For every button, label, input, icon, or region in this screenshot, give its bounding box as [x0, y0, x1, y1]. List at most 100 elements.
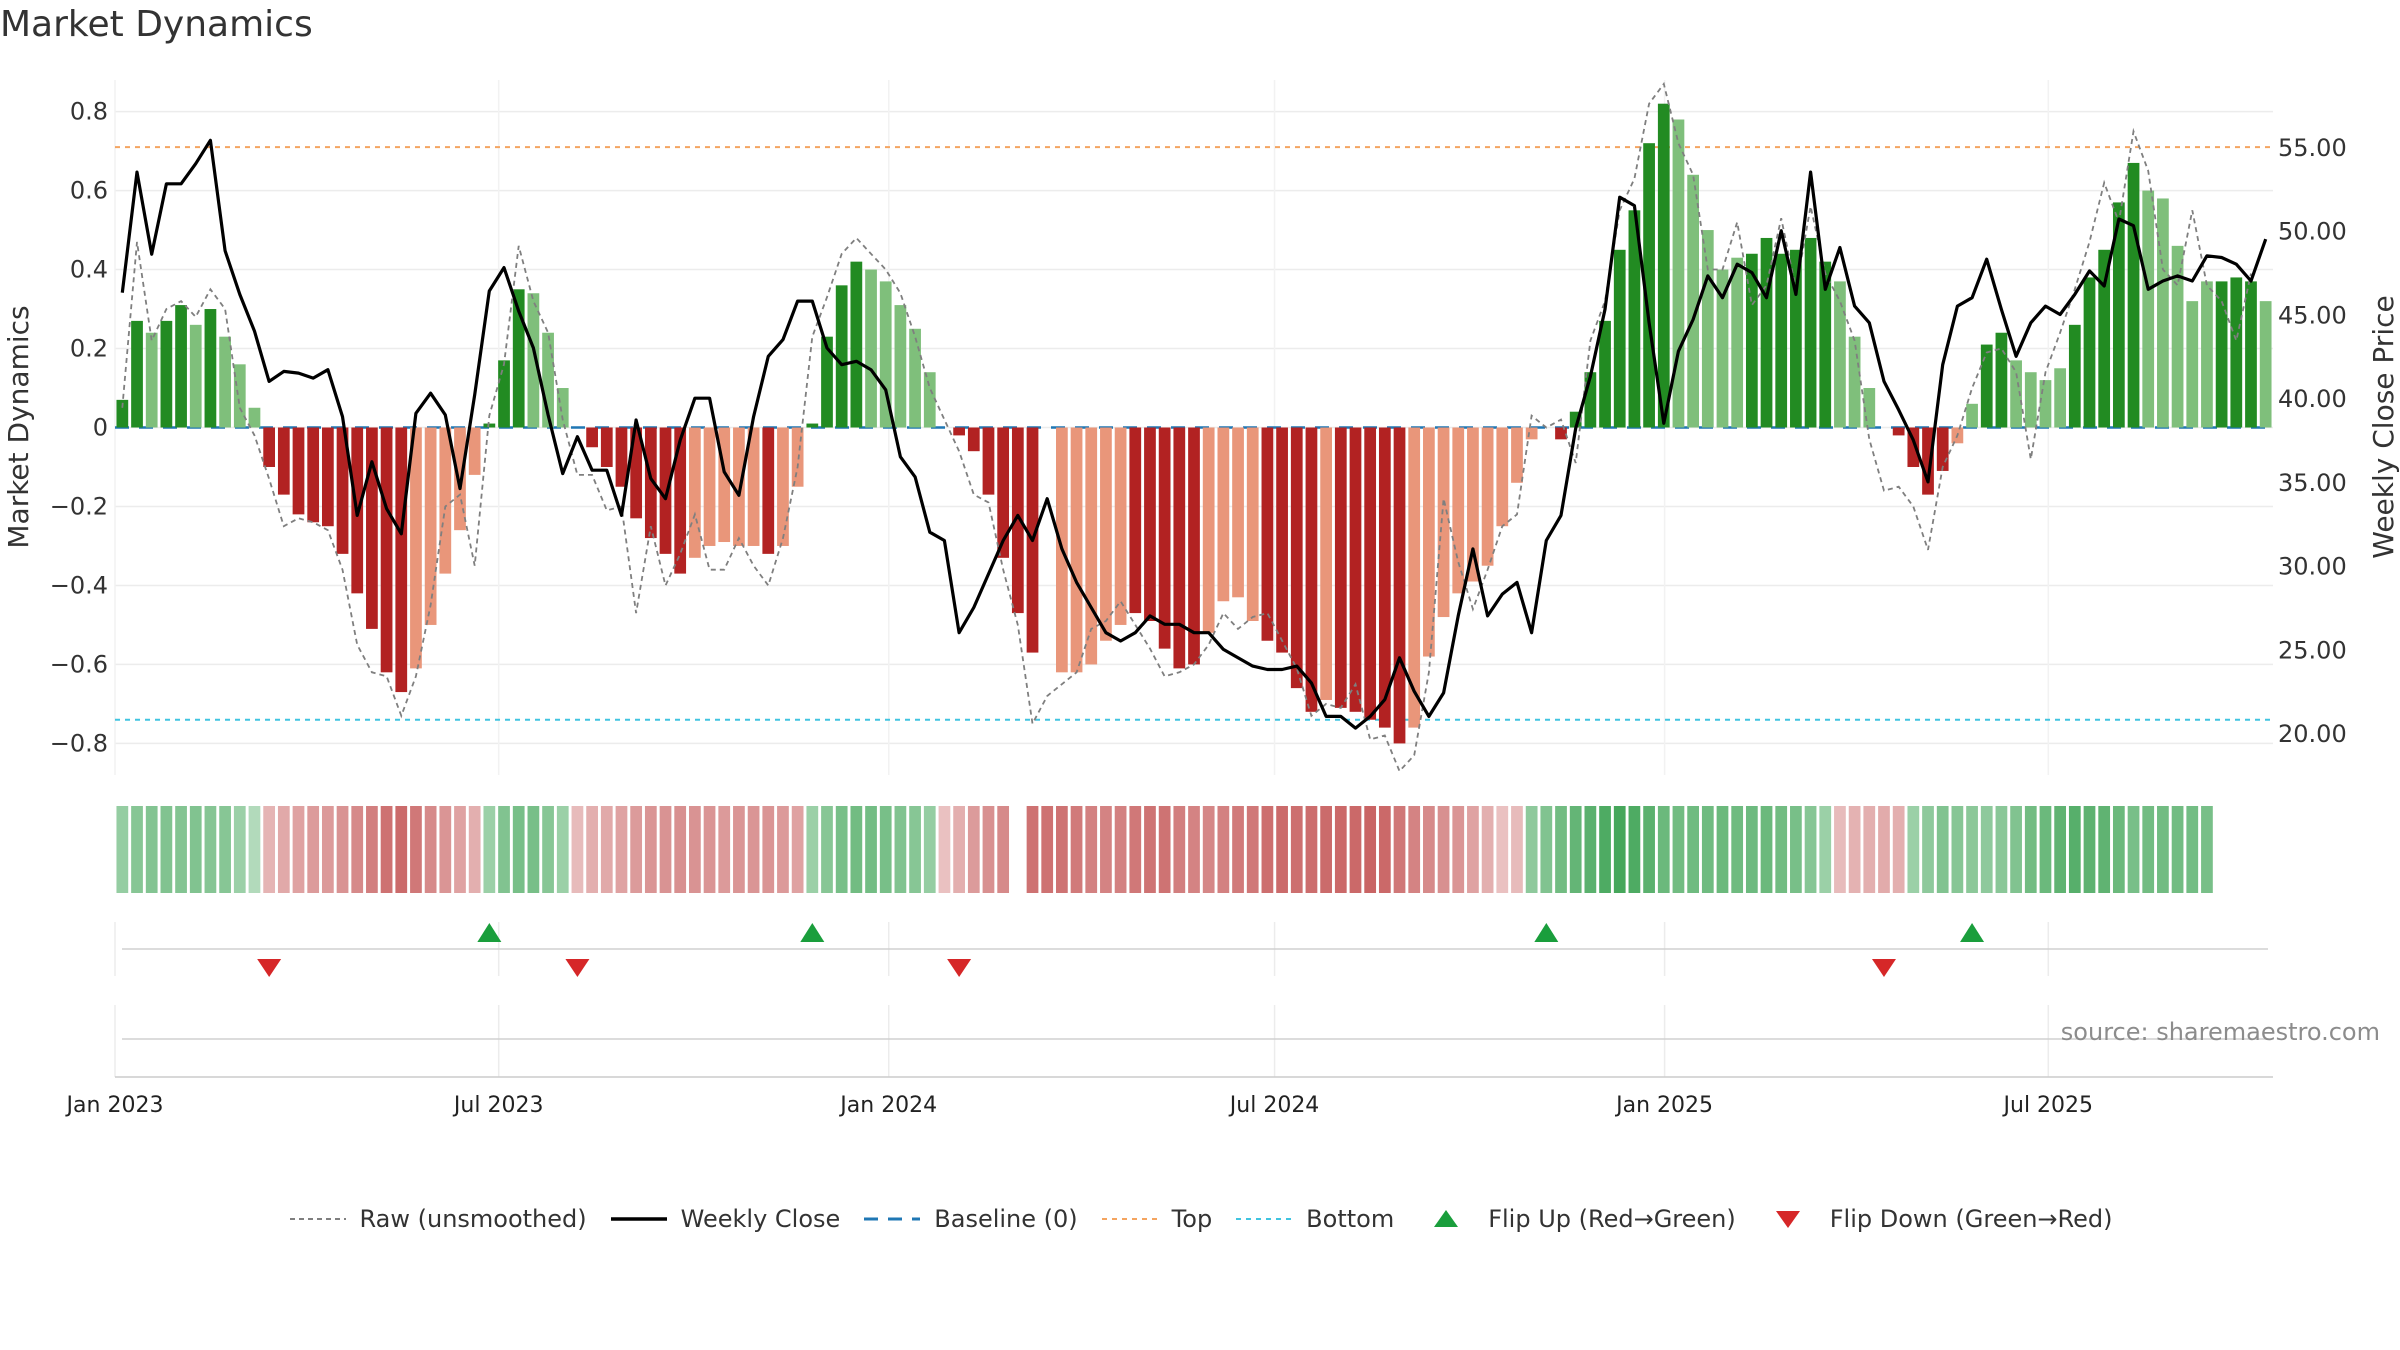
dynamics-bar [2127, 162, 2140, 428]
heat-cell [439, 806, 452, 893]
dynamics-bar [1011, 427, 1024, 614]
heat-cell [1041, 806, 1054, 893]
heat-cell [938, 806, 951, 893]
heat-cell [1731, 806, 1744, 893]
heat-cell [1995, 806, 2008, 893]
heat-cell [1863, 806, 1876, 893]
dynamics-bar [1760, 237, 1773, 428]
heat-cell [777, 806, 789, 893]
heat-cell [1437, 806, 1450, 893]
heat-cell [909, 806, 921, 893]
dynamics-bar [1217, 427, 1230, 602]
dynamics-bar [1525, 427, 1538, 440]
dynamics-bar [498, 360, 510, 428]
heat-cell [512, 806, 525, 893]
legend-item-raw: Raw (unsmoothed) [288, 1205, 587, 1233]
dynamics-bar [1305, 427, 1318, 712]
y2-tick-label: 50.00 [2278, 218, 2347, 246]
legend-label: Top [1171, 1205, 1213, 1233]
dynamics-bar [1584, 372, 1597, 428]
heat-cell [351, 806, 364, 893]
legend-swatch-bottom [1234, 1209, 1294, 1229]
heat-cell [1540, 806, 1553, 893]
heat-cell [468, 806, 481, 893]
heat-cell [395, 806, 408, 893]
y2-tick-label: 35.00 [2278, 469, 2347, 497]
dynamics-bar [1261, 427, 1274, 641]
heat-cell [571, 806, 584, 893]
x-tick-label: Jul 2024 [1228, 1093, 1320, 1118]
legend-swatch-close [609, 1209, 669, 1229]
y-tick-label: −0.6 [50, 650, 108, 678]
y-tick-label: 0.2 [70, 335, 108, 363]
heat-cell [410, 806, 422, 893]
legend-item-baseline: Baseline (0) [862, 1205, 1078, 1233]
dynamics-bar [1745, 253, 1758, 428]
dynamics-bar [1378, 427, 1391, 728]
x-tick-label: Jul 2023 [452, 1093, 544, 1118]
heat-cell [1217, 806, 1230, 893]
dynamics-bar [219, 336, 231, 428]
y2-axis-label: Weekly Close Price [2367, 295, 2400, 558]
heat-cell [2010, 806, 2022, 893]
heat-cell [600, 806, 613, 893]
dynamics-bar [982, 427, 995, 495]
legend-swatch-raw [288, 1209, 348, 1229]
dynamics-bar [953, 427, 965, 436]
heat-cell [1878, 806, 1890, 893]
y2-tick-label: 30.00 [2278, 553, 2347, 581]
dynamics-bar [1775, 253, 1788, 428]
heat-cell [292, 806, 305, 893]
dynamics-bar [1085, 427, 1098, 665]
flip-down-marker [1871, 959, 1896, 977]
heat-cell [1158, 806, 1171, 893]
dynamics-bar [1320, 427, 1332, 700]
heat-cell [997, 806, 1010, 893]
dynamics-bar [644, 427, 657, 539]
heat-cell [1760, 806, 1773, 893]
dynamics-bar [204, 309, 217, 428]
heat-cell [1657, 806, 1670, 893]
dynamics-bar [850, 261, 863, 428]
heat-cell [674, 806, 687, 893]
heat-cell [1848, 806, 1861, 893]
dynamics-bar [674, 427, 687, 574]
dynamics-bar [1129, 427, 1142, 614]
heat-cell [1496, 806, 1509, 893]
dynamics-bar [1922, 427, 1934, 495]
heat-cell [2054, 806, 2067, 893]
dynamics-bar [1276, 427, 1288, 653]
heat-cell [1628, 806, 1641, 893]
dynamics-bar [1511, 427, 1523, 483]
dynamics-bar [821, 336, 833, 428]
heat-cell [366, 806, 378, 893]
legend-item-flip-down: Flip Down (Green→Red) [1758, 1205, 2113, 1233]
dynamics-bar [762, 427, 775, 554]
heat-cell [175, 806, 187, 893]
dynamics-bar [2157, 198, 2169, 428]
heat-cell [821, 806, 833, 893]
dynamics-bar [2215, 281, 2228, 428]
heat-cell [248, 806, 261, 893]
heat-cell [2171, 806, 2184, 893]
dynamics-bar [1100, 427, 1112, 641]
x-tick-label: Jul 2025 [2002, 1093, 2094, 1118]
dynamics-bar [1819, 261, 1832, 428]
dynamics-bar [116, 399, 129, 428]
dynamics-bar [1408, 427, 1421, 728]
heat-cell [1085, 806, 1098, 893]
heat-cell [791, 806, 804, 893]
heat-cell [145, 806, 158, 893]
dynamics-bar [1848, 336, 1861, 428]
heat-cell [380, 806, 393, 893]
dynamics-bar [1716, 269, 1729, 428]
dynamics-bar [997, 427, 1010, 558]
heat-cell [1804, 806, 1817, 893]
heat-cell [1026, 806, 1039, 893]
heat-cell [1378, 806, 1391, 893]
weekly-close-line [120, 138, 2268, 730]
dynamics-bar [1643, 143, 1655, 428]
dynamics-bars [116, 103, 2272, 744]
heat-cell [659, 806, 672, 893]
y-tick-label: 0.8 [70, 98, 108, 126]
